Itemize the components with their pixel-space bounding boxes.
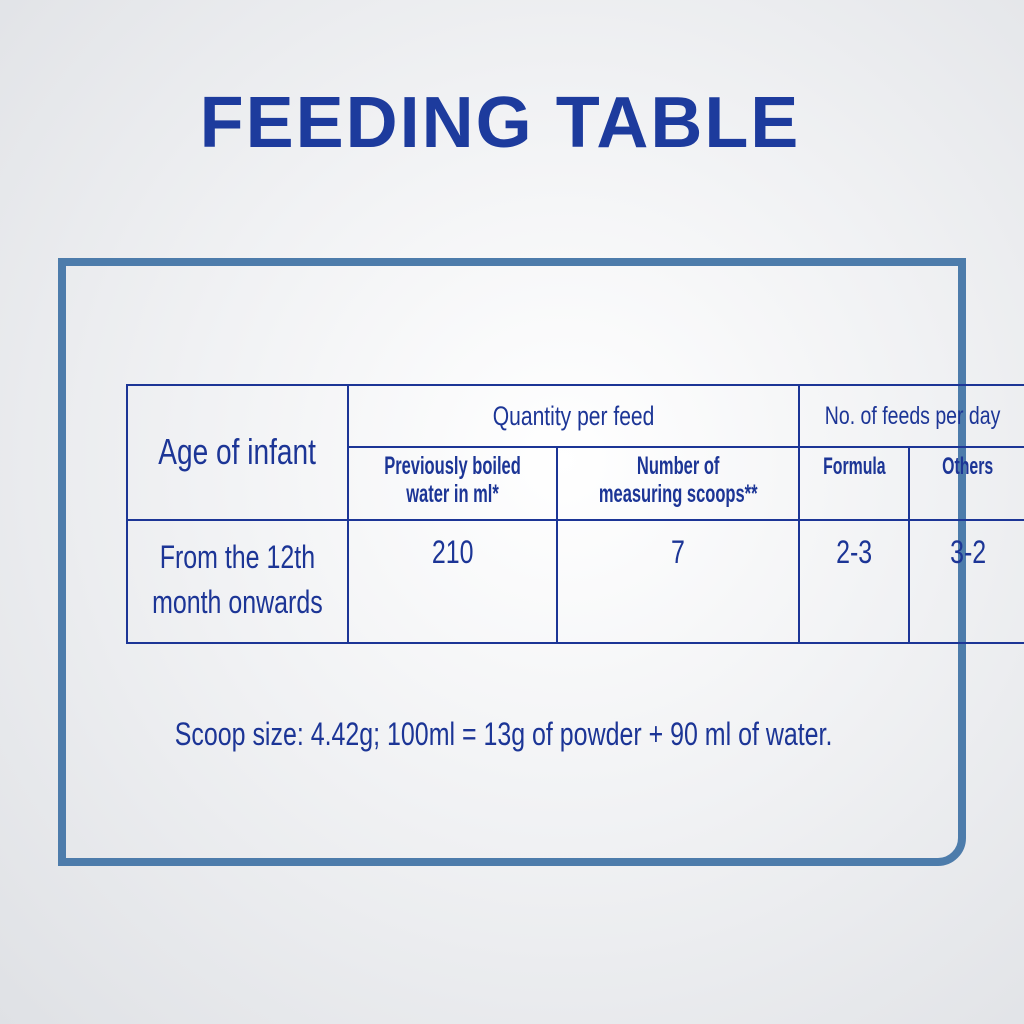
age-cell: From the 12th month onwards bbox=[126, 519, 349, 644]
water-header: Previously boiled water in ml* bbox=[346, 446, 558, 521]
formula-header: Formula bbox=[798, 446, 911, 521]
others-header: Others bbox=[908, 446, 1024, 521]
formula-cell: 2-3 bbox=[798, 519, 911, 644]
scoops-header: Number of measuring scoops** bbox=[555, 446, 801, 521]
table-row: From the 12th month onwards 210 7 2-3 3-2 bbox=[126, 519, 1024, 644]
water-cell: 210 bbox=[346, 519, 558, 644]
feeds-header: No. of feeds per day bbox=[798, 384, 1024, 448]
age-header: Age of infant bbox=[126, 384, 349, 521]
others-cell: 3-2 bbox=[908, 519, 1024, 644]
page-title: FEEDING TABLE bbox=[199, 83, 801, 163]
feeding-table: Age of infant Quantity per feed No. of f… bbox=[126, 384, 1024, 644]
scoops-cell: 7 bbox=[555, 519, 801, 644]
footnote: Scoop size: 4.42g; 100ml = 13g of powder… bbox=[175, 716, 833, 752]
quantity-header: Quantity per feed bbox=[346, 384, 801, 448]
